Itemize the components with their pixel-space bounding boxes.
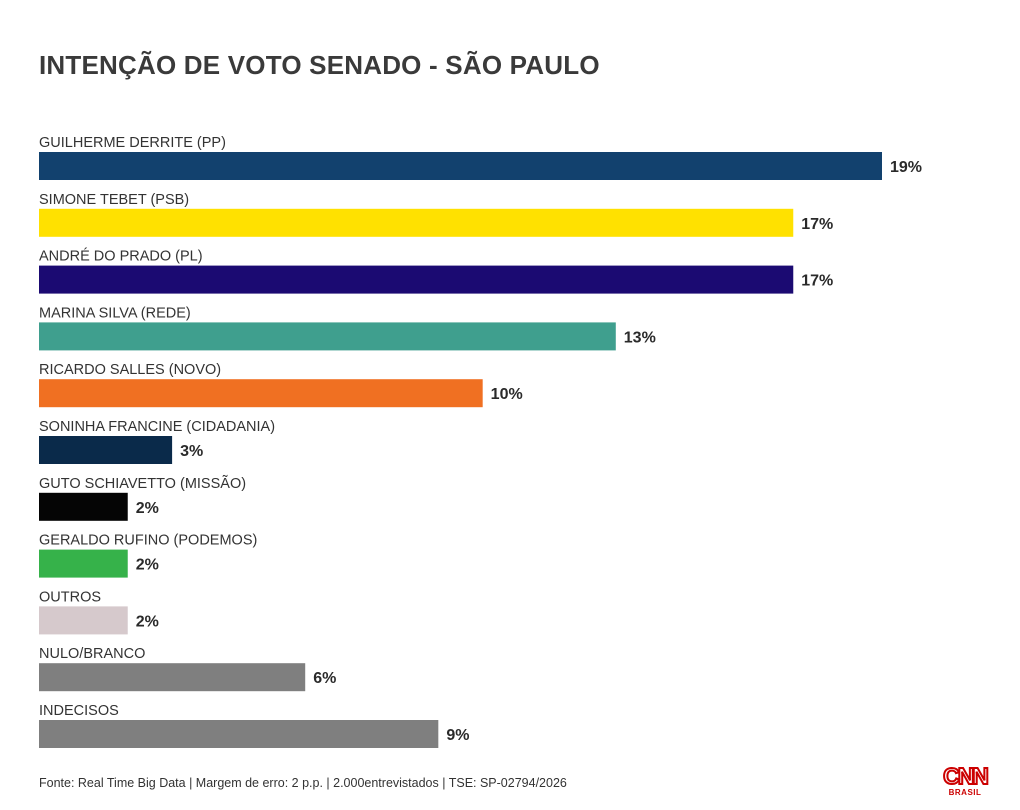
category-label: OUTROS bbox=[39, 589, 101, 605]
bar bbox=[39, 492, 128, 521]
value-label: 6% bbox=[313, 670, 336, 687]
value-label: 17% bbox=[801, 216, 833, 233]
bar bbox=[39, 606, 128, 635]
category-label: MARINA SILVA (REDE) bbox=[39, 305, 191, 321]
category-label: GUTO SCHIAVETTO (MISSÃO) bbox=[39, 475, 246, 492]
value-label: 9% bbox=[446, 727, 469, 744]
value-label: 2% bbox=[136, 500, 159, 517]
bar bbox=[39, 322, 616, 351]
value-label: 10% bbox=[491, 386, 523, 403]
value-label: 3% bbox=[180, 443, 203, 460]
category-label: RICARDO SALLES (NOVO) bbox=[39, 362, 221, 378]
category-label: GUILHERME DERRITE (PP) bbox=[39, 135, 226, 151]
bar bbox=[39, 265, 794, 294]
source-note: Fonte: Real Time Big Data | Margem de er… bbox=[39, 776, 567, 790]
value-label: 2% bbox=[136, 557, 159, 574]
chart-title: INTENÇÃO DE VOTO SENADO - SÃO PAULO bbox=[39, 50, 600, 80]
cnn-logo-subtitle: BRASIL bbox=[948, 788, 982, 797]
bar bbox=[39, 720, 439, 748]
bar bbox=[39, 549, 128, 578]
cnn-logo-mark: CNN bbox=[942, 763, 990, 789]
category-label: GERALDO RUFINO (PODEMOS) bbox=[39, 533, 257, 549]
value-label: 19% bbox=[890, 159, 922, 176]
category-label: INDECISOS bbox=[39, 703, 119, 719]
value-label: 13% bbox=[624, 329, 656, 346]
bar bbox=[39, 208, 794, 237]
category-label: SIMONE TEBET (PSB) bbox=[39, 192, 189, 208]
bar bbox=[39, 663, 306, 692]
category-label: SONINHA FRANCINE (CIDADANIA) bbox=[39, 419, 275, 435]
value-label: 2% bbox=[136, 613, 159, 630]
category-label: NULO/BRANCO bbox=[39, 646, 145, 662]
category-label: ANDRÉ DO PRADO (PL) bbox=[39, 248, 203, 265]
bar bbox=[39, 379, 483, 408]
value-label: 17% bbox=[801, 273, 833, 290]
cnn-brasil-logo: CNN BRASIL bbox=[940, 763, 990, 800]
bar bbox=[39, 436, 173, 464]
bar bbox=[39, 152, 882, 180]
